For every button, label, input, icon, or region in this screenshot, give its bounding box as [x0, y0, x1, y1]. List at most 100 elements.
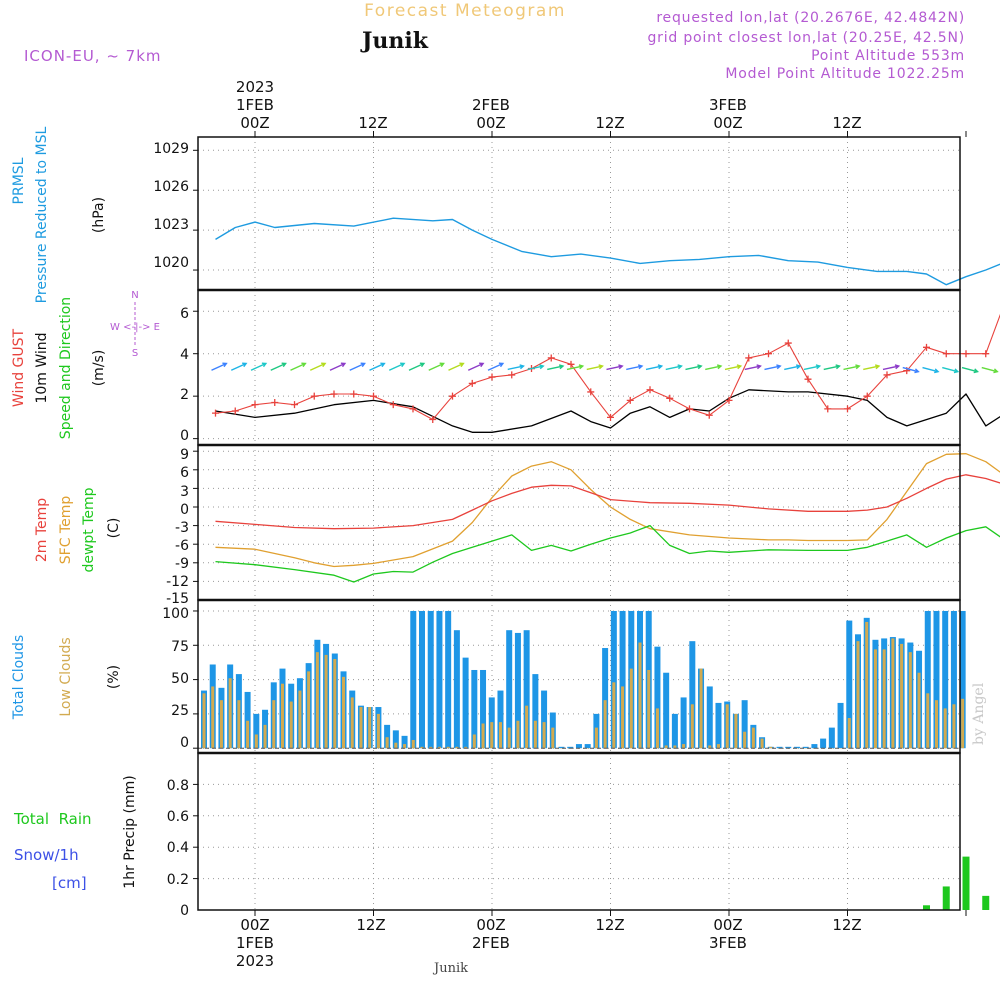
low-cloud-bar-25 [420, 746, 424, 749]
wind-arrowhead-36 [578, 364, 585, 370]
low-cloud-bar-55 [682, 744, 686, 749]
low-cloud-bar-63 [751, 727, 755, 749]
gust-marker-27 [745, 354, 753, 362]
clouds-tick-100: 100 [162, 606, 189, 622]
wind-arrowhead-32 [539, 364, 545, 370]
low-cloud-bar-40 [551, 727, 555, 749]
wind-unit: (m/s) [91, 350, 107, 387]
gust-marker-14 [488, 373, 496, 381]
pressure-line [215, 217, 1000, 286]
wind-arrowhead-56 [776, 364, 782, 370]
grid-point-coords: grid point closest lon,lat (20.25E, 42.5… [648, 30, 966, 46]
wind-arrow-72 [922, 366, 939, 373]
pressure-label-1: PRMSL [11, 157, 27, 204]
wind-arrowhead-78 [993, 368, 999, 374]
wind-arrow-64 [843, 365, 860, 371]
total-cloud-bar-86 [950, 610, 957, 749]
low-cloud-bar-17 [350, 697, 354, 749]
low-cloud-bar-64 [760, 738, 764, 749]
pressure-tick-1020: 1020 [153, 255, 189, 271]
total-cloud-bar-31 [471, 669, 478, 749]
low-cloud-bar-47 [612, 682, 616, 749]
low-cloud-bar-75 [856, 641, 860, 749]
gust-marker-24 [686, 405, 693, 413]
low-cloud-bar-9 [280, 683, 284, 749]
total-cloud-bar-73 [837, 702, 844, 749]
low-cloud-bar-37 [525, 705, 529, 749]
gust-marker-9 [389, 401, 397, 409]
wind-arrowhead-40 [618, 364, 624, 370]
bottom-date-3: 3FEB [709, 934, 747, 952]
wind-arrow-60 [803, 365, 820, 371]
gust-marker-26 [725, 396, 733, 404]
clouds-low-label: Low Clouds [58, 637, 74, 716]
precip-tick-02: 0.2 [167, 872, 189, 888]
low-cloud-bar-28 [446, 746, 450, 749]
wind-arrow-0 [211, 362, 227, 371]
total-cloud-bar-46 [602, 648, 609, 749]
clouds-total-label: Total Clouds [11, 635, 27, 720]
low-cloud-bar-48 [621, 686, 625, 749]
low-cloud-bar-57 [699, 668, 703, 749]
gust-marker-12 [449, 392, 456, 400]
low-cloud-bar-83 [926, 693, 930, 749]
low-cloud-bar-11 [298, 690, 302, 749]
gust-marker-37 [942, 350, 950, 358]
total-cloud-bar-47 [610, 610, 617, 749]
total-cloud-bar-53 [663, 672, 670, 749]
wind-arrowhead-52 [736, 364, 743, 370]
grid-layer [198, 137, 960, 910]
low-cloud-bar-22 [394, 742, 398, 749]
low-cloud-bar-19 [368, 707, 372, 749]
bottom-time-5: 00Z [713, 916, 742, 934]
wind-arrow-32 [527, 365, 544, 371]
frame-layer [193, 131, 967, 916]
gust-marker-28 [765, 350, 772, 358]
sfc-temp-line [215, 453, 1000, 568]
gust-marker-17 [547, 354, 555, 362]
low-cloud-bar-35 [507, 727, 511, 749]
gust-marker-34 [883, 371, 891, 379]
temp-tick-0: 0 [180, 502, 189, 518]
total-cloud-bar-35 [506, 630, 513, 749]
low-cloud-bar-45 [594, 727, 598, 749]
low-cloud-bar-56 [690, 704, 694, 749]
gust-marker-8 [370, 392, 377, 400]
gust-marker-7 [350, 390, 358, 398]
wind-arrow-22 [428, 362, 444, 371]
total-cloud-bar-30 [462, 657, 469, 749]
total-cloud-bar-43 [575, 744, 582, 749]
gust-marker-11 [429, 416, 437, 424]
low-cloud-bar-84 [934, 700, 938, 749]
low-cloud-bar-16 [342, 676, 346, 749]
top-date-2: 2FEB [472, 96, 510, 114]
gust-marker-38 [962, 350, 970, 358]
requested-coords: requested lon,lat (20.2676E, 42.4842N) [656, 10, 965, 26]
precip-snow-label: Snow/1h [14, 846, 79, 864]
total-cloud-bar-37 [523, 630, 530, 749]
low-cloud-bar-87 [961, 698, 965, 749]
gust-marker-23 [666, 394, 674, 402]
gust-marker-5 [310, 392, 318, 400]
total-cloud-bar-44 [584, 744, 591, 749]
gust-marker-13 [468, 379, 476, 387]
precip-tick-08: 0.8 [167, 778, 189, 794]
low-cloud-bar-76 [865, 621, 869, 749]
wind-speed-line [215, 389, 1000, 433]
wind-arrowhead-8 [301, 362, 307, 368]
bottom-date-1: 1FEB [236, 934, 274, 952]
low-cloud-bar-54 [673, 745, 677, 749]
top-time-6: 12Z [832, 114, 861, 132]
temp-tick-m9: -9 [175, 556, 189, 572]
wind-arrowhead-74 [953, 368, 960, 374]
total-cloud-bar-68 [793, 746, 800, 749]
total-cloud-bar-21 [384, 724, 391, 749]
total-cloud-bar-55 [680, 697, 687, 749]
wind-arrowhead-66 [874, 364, 881, 370]
low-cloud-bar-65 [769, 746, 773, 749]
wind-tick-0: 0 [180, 428, 189, 444]
low-cloud-bar-50 [638, 642, 642, 749]
wind-arrowhead-54 [756, 364, 762, 370]
gust-marker-21 [626, 396, 634, 404]
gust-marker-3 [271, 399, 279, 407]
